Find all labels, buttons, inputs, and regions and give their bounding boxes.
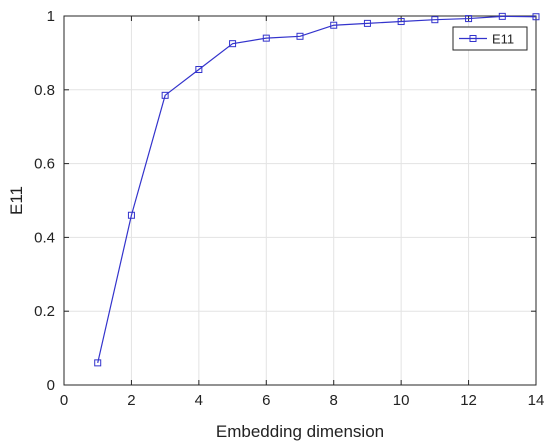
data-point xyxy=(195,66,203,74)
y-tick-label: 0 xyxy=(47,377,55,394)
x-tick-label: 4 xyxy=(195,392,203,409)
y-axis-label: E11 xyxy=(7,186,26,215)
x-axis-label: Embedding dimension xyxy=(216,422,384,441)
plot-frame xyxy=(63,15,537,386)
series-line xyxy=(97,15,537,363)
data-point xyxy=(431,16,439,24)
x-tick-label: 0 xyxy=(60,392,68,409)
grid xyxy=(63,15,537,386)
data-point xyxy=(229,40,237,48)
legend: E11 xyxy=(452,26,528,51)
y-tick-label: 0.6 xyxy=(34,156,55,173)
data-point xyxy=(296,32,304,40)
data-point xyxy=(397,18,405,26)
data-point xyxy=(94,359,102,367)
y-tick-label: 0.4 xyxy=(34,229,55,246)
data-point xyxy=(498,12,506,20)
legend-box xyxy=(452,26,528,51)
x-tick-label: 8 xyxy=(330,392,338,409)
y-tick-label: 1 xyxy=(47,8,55,25)
series-layer xyxy=(94,12,540,367)
data-point xyxy=(161,91,169,99)
y-tick-label: 0.8 xyxy=(34,82,55,99)
x-tick-label: 6 xyxy=(262,392,270,409)
data-point xyxy=(532,13,540,21)
x-tick-label: 10 xyxy=(393,392,410,409)
data-point xyxy=(127,211,135,219)
data-point xyxy=(330,21,338,29)
x-tick-label: 12 xyxy=(460,392,477,409)
legend-marker xyxy=(469,35,477,42)
y-tick-label: 0.2 xyxy=(34,303,55,320)
data-point xyxy=(363,19,371,27)
x-tick-label: 14 xyxy=(528,392,545,409)
data-point xyxy=(465,15,473,23)
data-point xyxy=(262,34,270,42)
legend-label: E11 xyxy=(492,32,514,47)
axes: 0 2 4 6 8 10 12 14 0 0.2 0.4 0.6 0.8 1 xyxy=(34,8,544,409)
x-tick-label: 2 xyxy=(127,392,135,409)
